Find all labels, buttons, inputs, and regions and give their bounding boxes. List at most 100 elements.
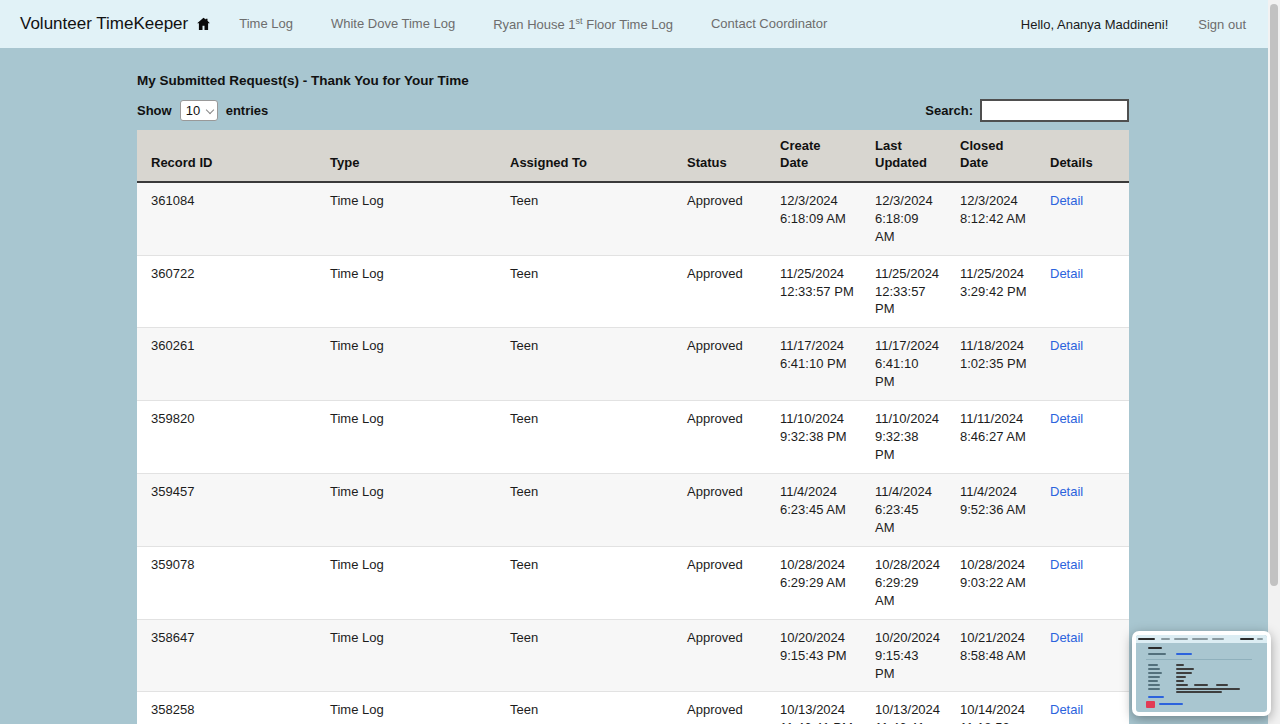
cell-status: Approved bbox=[677, 255, 770, 328]
cell-closed-date: 11/25/2024 3:29:42 PM bbox=[950, 255, 1040, 328]
cell-details: Detail bbox=[1040, 619, 1129, 692]
home-icon bbox=[195, 16, 212, 32]
cell-last-updated: 10/20/2024 9:15:43 PM bbox=[865, 619, 950, 692]
entries-select[interactable]: 10 bbox=[180, 100, 218, 121]
cell-closed-date: 11/18/2024 1:02:35 PM bbox=[950, 328, 1040, 401]
scrollbar-thumb[interactable] bbox=[1270, 4, 1278, 586]
cell-assigned-to: Teen bbox=[500, 182, 677, 255]
detail-link[interactable]: Detail bbox=[1050, 484, 1083, 499]
nav-item-contact-coordinator[interactable]: Contact Coordinator bbox=[711, 16, 827, 31]
cell-status: Approved bbox=[677, 401, 770, 474]
requests-table-body: 361084 Time Log Teen Approved 12/3/2024 … bbox=[137, 182, 1129, 724]
cell-status: Approved bbox=[677, 182, 770, 255]
table-header: Record ID Type Assigned To Status Create… bbox=[137, 130, 1129, 182]
cell-closed-date: 10/21/2024 8:58:48 AM bbox=[950, 619, 1040, 692]
table-controls: Show 10 entries Search: bbox=[137, 98, 1129, 122]
cell-type: Time Log bbox=[320, 546, 500, 619]
search-input[interactable] bbox=[980, 99, 1129, 122]
table-row: 359820 Time Log Teen Approved 11/10/2024… bbox=[137, 401, 1129, 474]
requests-table: Record ID Type Assigned To Status Create… bbox=[137, 130, 1129, 724]
page-title: My Submitted Request(s) - Thank You for … bbox=[137, 73, 1129, 88]
detail-link[interactable]: Detail bbox=[1050, 193, 1083, 208]
table-row: 360722 Time Log Teen Approved 11/25/2024… bbox=[137, 255, 1129, 328]
cell-record-id: 359820 bbox=[137, 401, 320, 474]
nav-item-ryan-house-time-log[interactable]: Ryan House 1st Floor Time Log bbox=[493, 16, 673, 32]
cell-record-id: 358258 bbox=[137, 692, 320, 724]
scrollbar-track[interactable] bbox=[1268, 0, 1280, 724]
brand-title: Volunteer TimeKeeper bbox=[20, 14, 188, 34]
cell-details: Detail bbox=[1040, 546, 1129, 619]
cell-type: Time Log bbox=[320, 619, 500, 692]
detail-link[interactable]: Detail bbox=[1050, 338, 1083, 353]
cell-create-date: 11/4/2024 6:23:45 AM bbox=[770, 474, 865, 547]
cell-details: Detail bbox=[1040, 328, 1129, 401]
cell-details: Detail bbox=[1040, 692, 1129, 724]
table-row: 358258 Time Log Teen Approved 10/13/2024… bbox=[137, 692, 1129, 724]
top-navbar: Volunteer TimeKeeper Time Log White Dove… bbox=[0, 0, 1280, 48]
cell-last-updated: 10/13/2024 11:46:41 PM bbox=[865, 692, 950, 724]
cell-assigned-to: Teen bbox=[500, 546, 677, 619]
cell-closed-date: 12/3/2024 8:12:42 AM bbox=[950, 182, 1040, 255]
search-control: Search: bbox=[925, 99, 1129, 122]
cell-assigned-to: Teen bbox=[500, 692, 677, 724]
cell-type: Time Log bbox=[320, 474, 500, 547]
cell-last-updated: 11/4/2024 6:23:45 AM bbox=[865, 474, 950, 547]
thumbnail-mini-brand bbox=[1138, 638, 1155, 640]
cell-record-id: 361084 bbox=[137, 182, 320, 255]
cell-closed-date: 11/4/2024 9:52:36 AM bbox=[950, 474, 1040, 547]
table-row: 358647 Time Log Teen Approved 10/20/2024… bbox=[137, 619, 1129, 692]
cell-last-updated: 10/28/2024 6:29:29 AM bbox=[865, 546, 950, 619]
cell-status: Approved bbox=[677, 692, 770, 724]
thumbnail-pdf-icon bbox=[1146, 701, 1155, 708]
screenshot-preview-thumbnail[interactable] bbox=[1132, 631, 1271, 716]
sign-out-link[interactable]: Sign out bbox=[1198, 17, 1246, 32]
cell-assigned-to: Teen bbox=[500, 474, 677, 547]
cell-closed-date: 10/14/2024 11:18:53 AM bbox=[950, 692, 1040, 724]
thumbnail-mini-content bbox=[1136, 643, 1267, 712]
cell-type: Time Log bbox=[320, 692, 500, 724]
cell-status: Approved bbox=[677, 328, 770, 401]
cell-record-id: 358647 bbox=[137, 619, 320, 692]
col-header-closed-date: Closed Date bbox=[950, 130, 1040, 182]
cell-last-updated: 12/3/2024 6:18:09 AM bbox=[865, 182, 950, 255]
cell-details: Detail bbox=[1040, 182, 1129, 255]
user-greeting: Hello, Ananya Maddineni! bbox=[1021, 17, 1168, 32]
table-row: 359078 Time Log Teen Approved 10/28/2024… bbox=[137, 546, 1129, 619]
detail-link[interactable]: Detail bbox=[1050, 630, 1083, 645]
col-header-last-updated: Last Updated bbox=[865, 130, 950, 182]
cell-details: Detail bbox=[1040, 401, 1129, 474]
cell-create-date: 10/28/2024 6:29:29 AM bbox=[770, 546, 865, 619]
col-header-record-id: Record ID bbox=[137, 130, 320, 182]
cell-last-updated: 11/25/2024 12:33:57 PM bbox=[865, 255, 950, 328]
detail-link[interactable]: Detail bbox=[1050, 266, 1083, 281]
cell-assigned-to: Teen bbox=[500, 401, 677, 474]
table-row: 361084 Time Log Teen Approved 12/3/2024 … bbox=[137, 182, 1129, 255]
cell-type: Time Log bbox=[320, 401, 500, 474]
nav-item-time-log[interactable]: Time Log bbox=[239, 16, 293, 31]
cell-details: Detail bbox=[1040, 255, 1129, 328]
cell-create-date: 11/17/2024 6:41:10 PM bbox=[770, 328, 865, 401]
cell-last-updated: 11/17/2024 6:41:10 PM bbox=[865, 328, 950, 401]
cell-assigned-to: Teen bbox=[500, 619, 677, 692]
brand-home-link[interactable]: Volunteer TimeKeeper bbox=[20, 14, 212, 34]
entries-label: entries bbox=[226, 103, 269, 118]
detail-link[interactable]: Detail bbox=[1050, 411, 1083, 426]
cell-create-date: 12/3/2024 6:18:09 AM bbox=[770, 182, 865, 255]
cell-record-id: 359457 bbox=[137, 474, 320, 547]
detail-link[interactable]: Detail bbox=[1050, 557, 1083, 572]
show-label: Show bbox=[137, 103, 172, 118]
cell-record-id: 360261 bbox=[137, 328, 320, 401]
cell-closed-date: 11/11/2024 8:46:27 AM bbox=[950, 401, 1040, 474]
nav-item-white-dove-time-log[interactable]: White Dove Time Log bbox=[331, 16, 455, 31]
thumbnail-mini-navbar bbox=[1136, 635, 1267, 643]
detail-link[interactable]: Detail bbox=[1050, 702, 1083, 717]
cell-create-date: 10/20/2024 9:15:43 PM bbox=[770, 619, 865, 692]
main-content: My Submitted Request(s) - Thank You for … bbox=[137, 48, 1129, 724]
cell-assigned-to: Teen bbox=[500, 328, 677, 401]
cell-record-id: 359078 bbox=[137, 546, 320, 619]
cell-status: Approved bbox=[677, 619, 770, 692]
cell-status: Approved bbox=[677, 474, 770, 547]
col-header-type: Type bbox=[320, 130, 500, 182]
col-header-create-date: Create Date bbox=[770, 130, 865, 182]
cell-details: Detail bbox=[1040, 474, 1129, 547]
